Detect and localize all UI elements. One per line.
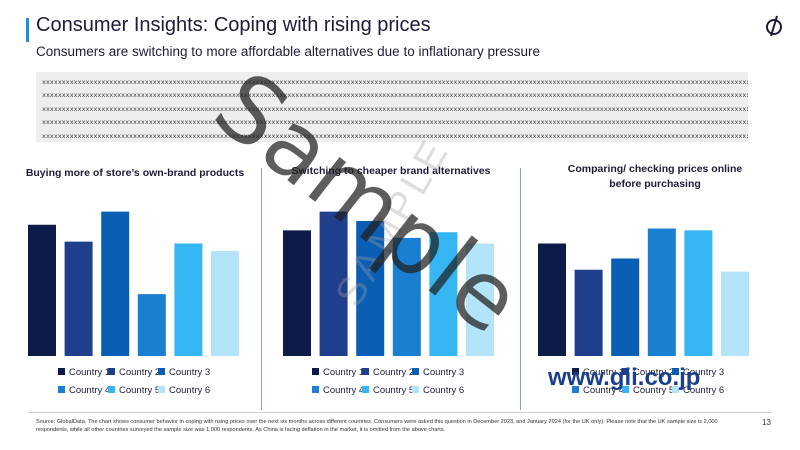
legend-item: Country 1 bbox=[312, 367, 364, 378]
legend-swatch bbox=[108, 386, 115, 393]
bar-chart2-country-5 bbox=[429, 232, 458, 356]
legend-swatch bbox=[58, 386, 65, 393]
legend-label: Country 1 bbox=[69, 367, 111, 378]
bar-chart2-country-6 bbox=[466, 243, 494, 356]
legend-swatch bbox=[58, 368, 65, 375]
summary-line: xxxxxxxxxxxxxxxxxxxxxxxxxxxxxxxxxxxxxxxx… bbox=[42, 105, 748, 113]
legend-item: Country 4 bbox=[312, 385, 364, 396]
gii-url-watermark: www.gii.co.jp bbox=[548, 364, 701, 391]
legend-item: Country 6 bbox=[412, 385, 464, 396]
legend-label: Country 2 bbox=[119, 367, 161, 378]
legend-swatch bbox=[622, 386, 629, 393]
legend-swatch bbox=[412, 386, 419, 393]
legend-label: Country 3 bbox=[423, 367, 465, 378]
legend-item: Country 6 bbox=[158, 385, 210, 396]
legend-label: Country 3 bbox=[169, 367, 211, 378]
bar-chart1-country-5 bbox=[174, 243, 203, 356]
legend-item: Country 2 bbox=[108, 367, 160, 378]
bar-chart2-country-3 bbox=[356, 221, 385, 356]
legend-item: Country 2 bbox=[622, 367, 674, 378]
legend-label: Country 2 bbox=[633, 367, 675, 378]
legend-label: Country 4 bbox=[69, 385, 111, 396]
source-note: Source: GlobalData. The chart shows cons… bbox=[36, 419, 718, 433]
page-subtitle: Consumers are switching to more affordab… bbox=[36, 44, 541, 59]
legend-item: Country 4 bbox=[572, 385, 624, 396]
footer-divider bbox=[28, 412, 772, 413]
legend-swatch bbox=[672, 368, 679, 375]
bar-chart2-country-2 bbox=[319, 211, 348, 356]
legend-label: Country 2 bbox=[373, 367, 415, 378]
legend-item: Country 1 bbox=[572, 367, 624, 378]
legend-item: Country 5 bbox=[622, 385, 674, 396]
legend-label: Country 5 bbox=[373, 385, 415, 396]
panel-divider bbox=[261, 168, 262, 410]
legend-swatch bbox=[362, 386, 369, 393]
page-number: 13 bbox=[762, 418, 771, 427]
summary-line: xxxxxxxxxxxxxxxxxxxxxxxxxxxxxxxxxxxxxxxx… bbox=[42, 132, 748, 140]
legend-swatch bbox=[158, 368, 165, 375]
bar-chart3-country-6 bbox=[721, 271, 749, 356]
chart-3-title: Comparing/ checking prices online before… bbox=[567, 163, 743, 190]
legend-item: Country 5 bbox=[108, 385, 160, 396]
legend-item: Country 1 bbox=[58, 367, 110, 378]
summary-line: xxxxxxxxxxxxxxxxxxxxxxxxxxxxxxxxxxxxxxxx… bbox=[42, 79, 748, 86]
legend-swatch bbox=[312, 368, 319, 375]
legend-swatch bbox=[158, 386, 165, 393]
summary-line: xxxxxxxxxxxxxxxxxxxxxxxxxxxxxxxxxxxxxxxx… bbox=[42, 92, 748, 100]
legend-item: Country 5 bbox=[362, 385, 414, 396]
legend-item: Country 3 bbox=[412, 367, 464, 378]
legend-swatch bbox=[572, 386, 579, 393]
legend-item: Country 4 bbox=[58, 385, 110, 396]
bar-chart2-country-1 bbox=[283, 230, 311, 356]
bar-chart1-country-2 bbox=[64, 241, 93, 356]
legend-swatch bbox=[312, 386, 319, 393]
legend-swatch bbox=[672, 386, 679, 393]
bar-chart2-country-4 bbox=[392, 237, 421, 356]
legend-label: Country 6 bbox=[169, 385, 211, 396]
bar-chart3-country-2 bbox=[574, 269, 603, 356]
chart-1-title: Buying more of store’s own-brand product… bbox=[25, 167, 245, 179]
bar-chart1-country-6 bbox=[211, 251, 239, 356]
legend-label: Country 5 bbox=[633, 385, 675, 396]
chart-2-title: Switching to cheaper brand alternatives bbox=[291, 165, 491, 177]
chart-1-legend: Country 1 Country 2 Country 3 Country 4 Coun… bbox=[58, 367, 238, 399]
bar-chart1-country-1 bbox=[28, 224, 56, 356]
legend-label: Country 4 bbox=[323, 385, 365, 396]
legend-swatch bbox=[412, 368, 419, 375]
bar-chart3-country-5 bbox=[684, 230, 713, 356]
bar-chart3-country-1 bbox=[538, 243, 566, 356]
page-title: Consumer Insights: Coping with rising pr… bbox=[36, 14, 431, 36]
title-accent-bar bbox=[26, 18, 29, 42]
legend-item: Country 2 bbox=[362, 367, 414, 378]
legend-label: Country 4 bbox=[583, 385, 625, 396]
legend-label: Country 6 bbox=[683, 385, 725, 396]
bar-chart3-country-4 bbox=[647, 228, 676, 356]
summary-text-box: xxxxxxxxxxxxxxxxxxxxxxxxxxxxxxxxxxxxxxxx… bbox=[36, 72, 748, 142]
panel-divider bbox=[520, 168, 521, 410]
chart-2-legend: Country 1 Country 2 Country 3 Country 4 Coun… bbox=[312, 367, 492, 399]
legend-item: Country 6 bbox=[672, 385, 724, 396]
legend-swatch bbox=[362, 368, 369, 375]
legend-swatch bbox=[572, 368, 579, 375]
legend-swatch bbox=[622, 368, 629, 375]
legend-item: Country 3 bbox=[672, 367, 724, 378]
legend-item: Country 3 bbox=[158, 367, 210, 378]
bar-chart1-country-3 bbox=[101, 211, 130, 356]
legend-label: Country 1 bbox=[583, 367, 625, 378]
brand-logo-icon bbox=[766, 15, 782, 37]
legend-swatch bbox=[108, 368, 115, 375]
legend-label: Country 1 bbox=[323, 367, 365, 378]
legend-label: Country 3 bbox=[683, 367, 725, 378]
bar-chart1-country-4 bbox=[137, 294, 166, 356]
legend-label: Country 6 bbox=[423, 385, 465, 396]
summary-line: xxxxxxxxxxxxxxxxxxxxxxxxxxxxxxxxxxxxxxxx… bbox=[42, 119, 748, 127]
legend-label: Country 5 bbox=[119, 385, 161, 396]
bar-chart3-country-3 bbox=[611, 258, 640, 356]
chart-3-legend: Country 1 Country 2 Country 3 Country 4 Coun… bbox=[572, 367, 752, 399]
